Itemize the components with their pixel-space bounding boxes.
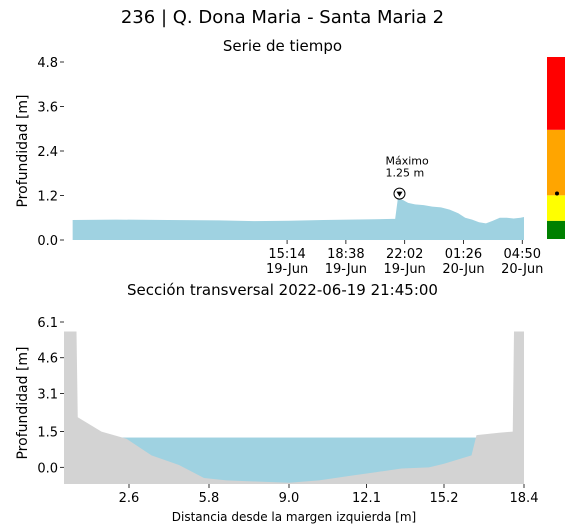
max-marker xyxy=(393,187,406,200)
x-axis-label: Distancia desde la margen izquierda [m] xyxy=(172,510,416,524)
y-tick-label: 0.0 xyxy=(37,461,58,476)
y-tick-label: 3.1 xyxy=(37,387,58,402)
y-tick-label: 1.2 xyxy=(37,190,58,205)
time-series-title: Serie de tiempo xyxy=(222,37,343,55)
ground-profile xyxy=(64,331,524,484)
y-tick-label: 6.1 xyxy=(37,316,58,331)
max-marker-arrow xyxy=(396,191,403,197)
alert-level-orange xyxy=(547,129,565,196)
x-tick-label: 5.8 xyxy=(199,491,220,506)
x-tick-label: 9.0 xyxy=(279,491,300,506)
x-tick-label-time: 18:38 xyxy=(327,247,364,262)
y-tick-label: 3.6 xyxy=(37,101,58,116)
alert-level-yellow xyxy=(547,195,565,221)
y-tick-label: 0.0 xyxy=(37,234,58,249)
chart-title: 236 | Q. Dona Maria - Santa Maria 2 xyxy=(120,7,445,28)
x-tick-label-date: 20-Jun xyxy=(501,262,543,277)
y-axis-label: Profundidad [m] xyxy=(15,346,31,459)
x-tick-label-date: 19-Jun xyxy=(266,262,308,277)
x-tick-label-date: 19-Jun xyxy=(325,262,367,277)
x-tick-label-time: 04:50 xyxy=(504,247,541,262)
x-tick-label-date: 19-Jun xyxy=(384,262,426,277)
x-tick-label-time: 01:26 xyxy=(445,247,482,262)
depth-series-area xyxy=(72,199,525,240)
x-tick-label-time: 22:02 xyxy=(386,247,423,262)
alert-level-red xyxy=(547,57,565,130)
x-tick-label-time: 15:14 xyxy=(268,247,305,262)
x-tick-label: 15.2 xyxy=(430,491,459,506)
y-tick-label: 4.8 xyxy=(37,56,58,71)
alert-current-marker xyxy=(555,191,559,196)
cross-section-title: Sección transversal 2022-06-19 21:45:00 xyxy=(127,281,438,299)
x-tick-label: 18.4 xyxy=(510,491,539,506)
x-tick-label: 2.6 xyxy=(119,491,140,506)
y-tick-label: 1.5 xyxy=(37,426,58,441)
max-annotation-value: 1.25 m xyxy=(385,167,424,180)
x-tick-label-date: 20-Jun xyxy=(442,262,484,277)
y-axis-label: Profundidad [m] xyxy=(15,94,31,207)
x-tick-label: 12.1 xyxy=(352,491,381,506)
alert-level-green xyxy=(547,220,565,239)
y-tick-label: 2.4 xyxy=(37,145,58,160)
y-tick-label: 4.6 xyxy=(37,352,58,367)
max-annotation-label: Máximo xyxy=(385,155,429,168)
